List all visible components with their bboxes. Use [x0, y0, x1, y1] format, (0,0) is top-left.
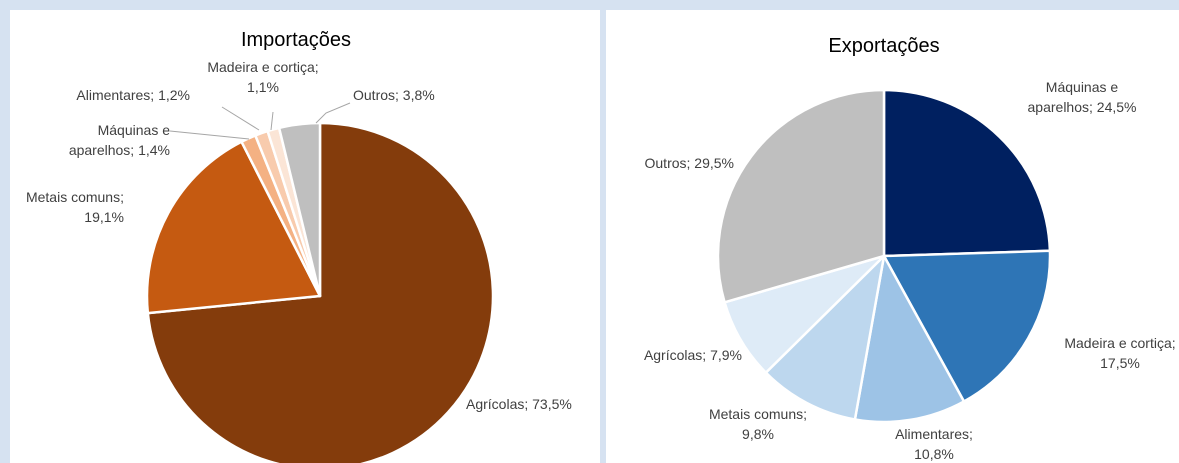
imports-leader-line-alimentares	[221, 106, 260, 131]
imports-leader-line-maquinas-e-aparelhos	[169, 130, 250, 140]
imports-data-label-agricolas: Agrícolas; 73,5%	[466, 396, 572, 412]
exports-slice-metais-comuns	[764, 254, 886, 421]
exports-slice-outros	[716, 88, 886, 304]
imports-data-label-metais-comuns: Metais comuns; 19,1%	[26, 189, 124, 225]
exports-data-label-outros: Outros; 29,5%	[645, 155, 735, 171]
exports-pie-chart: Exportações Máquinas e aparelhos; 24,5% Mad…	[644, 35, 1176, 462]
imports-leader-line-madeira-e-cortica	[270, 111, 274, 131]
imports-slice-outros	[277, 121, 322, 298]
imports-data-label-madeira-e-cortica: Madeira e cortiça; 1,1%	[207, 59, 318, 95]
imports-pie-chart: Importações Agrícolas; 73,5% Metais comuns…	[26, 29, 572, 463]
exports-slice-madeira-e-cortica	[882, 249, 1052, 403]
exports-chart-title: Exportações	[828, 35, 939, 57]
exports-data-label-alimentares: Alimentares; 10,8%	[895, 426, 973, 462]
imports-data-label-maquinas-e-aparelhos: Máquinas e aparelhos; 1,4%	[69, 122, 170, 158]
exports-chart-panel: Exportações Máquinas e aparelhos; 24,5% Mad…	[606, 10, 1179, 463]
imports-data-label-outros: Outros; 3,8%	[353, 87, 435, 103]
exports-data-label-agricolas: Agrícolas; 7,9%	[644, 347, 742, 363]
exports-slice-alimentares	[853, 254, 966, 424]
exports-data-label-madeira-e-cortica: Madeira e cortiça; 17,5%	[1064, 335, 1175, 371]
imports-chart-title: Importações	[241, 29, 351, 51]
exports-data-label-maquinas-e-aparelhos: Máquinas e aparelhos; 24,5%	[1028, 79, 1137, 115]
imports-leader-line-outros	[315, 102, 351, 124]
imports-chart-panel: Importações Agrícolas; 73,5% Metais comuns…	[10, 10, 600, 463]
imports-data-label-alimentares: Alimentares; 1,2%	[76, 87, 190, 103]
exports-slice-maquinas-e-aparelhos	[882, 88, 1052, 258]
imports-slice-metais-comuns	[145, 140, 322, 315]
exports-data-label-metais-comuns: Metais comuns; 9,8%	[709, 406, 807, 442]
